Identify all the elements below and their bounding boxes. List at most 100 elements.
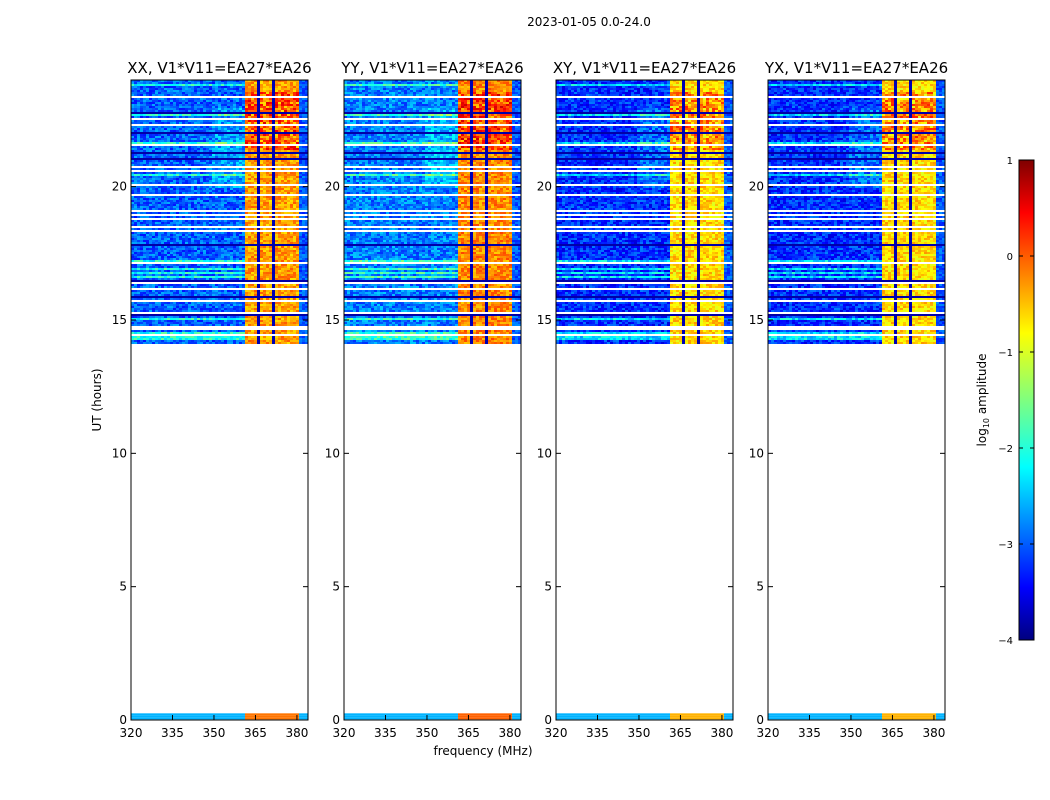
heatmap-cell	[218, 715, 221, 717]
heatmap-cell	[239, 100, 242, 102]
heatmap-cell	[272, 122, 275, 124]
heatmap-cell	[143, 134, 146, 136]
heatmap-cell	[173, 146, 176, 148]
heatmap-cell	[275, 136, 278, 138]
heatmap-cell	[302, 140, 305, 142]
heatmap-cell	[272, 84, 275, 86]
heatmap-cell	[239, 713, 242, 715]
heatmap-cell	[140, 90, 143, 92]
heatmap-cell	[167, 116, 170, 118]
heatmap-cell	[302, 146, 305, 148]
heatmap-cell	[287, 82, 290, 84]
heatmap-cell	[236, 132, 239, 134]
heatmap-cell	[251, 114, 254, 116]
heatmap-cell	[293, 100, 296, 102]
heatmap-cell	[164, 112, 167, 114]
heatmap-cell	[200, 126, 203, 128]
heatmap-cell	[260, 713, 263, 715]
heatmap-cell	[191, 120, 194, 122]
heatmap-cell	[227, 128, 230, 130]
heatmap-cell	[137, 120, 140, 122]
heatmap-cell	[224, 130, 227, 132]
heatmap-cell	[179, 148, 182, 150]
heatmap-cell	[224, 100, 227, 102]
heatmap-cell	[278, 94, 281, 96]
heatmap-cell	[230, 104, 233, 106]
heatmap-cell	[146, 717, 149, 719]
heatmap-cell	[293, 98, 296, 100]
heatmap-cell	[254, 88, 257, 90]
heatmap-cell	[170, 104, 173, 106]
heatmap-cell	[143, 98, 146, 100]
heatmap-cell	[146, 120, 149, 122]
heatmap-cell	[191, 146, 194, 148]
heatmap-cell	[260, 126, 263, 128]
heatmap-cell	[251, 104, 254, 106]
heatmap-cell	[200, 120, 203, 122]
heatmap-cell	[233, 126, 236, 128]
heatmap-cell	[197, 94, 200, 96]
heatmap-cell	[245, 138, 248, 140]
heatmap-cell	[275, 128, 278, 130]
heatmap-cell	[278, 717, 281, 719]
heatmap-cell	[146, 100, 149, 102]
heatmap-cell	[239, 136, 242, 138]
heatmap-cell	[140, 112, 143, 114]
heatmap-cell	[143, 116, 146, 118]
heatmap-cell	[185, 148, 188, 150]
heatmap-cell	[284, 715, 287, 717]
heatmap-cell	[137, 128, 140, 130]
heatmap-cell	[134, 120, 137, 122]
heatmap-cell	[134, 98, 137, 100]
heatmap-cell	[188, 108, 191, 110]
heatmap-cell	[203, 98, 206, 100]
heatmap-cell	[290, 140, 293, 142]
heatmap-cell	[188, 715, 191, 717]
heatmap-cell	[251, 84, 254, 86]
heatmap-cell	[134, 136, 137, 138]
heatmap-cell	[302, 713, 305, 715]
heatmap-cell	[290, 90, 293, 92]
heatmap-cell	[206, 713, 209, 715]
heatmap-cell	[143, 122, 146, 124]
heatmap-cell	[224, 713, 227, 715]
heatmap-cell	[248, 98, 251, 100]
heatmap-cell	[140, 98, 143, 100]
heatmap-cell	[143, 94, 146, 96]
heatmap-cell	[245, 134, 248, 136]
heatmap-cell	[242, 126, 245, 128]
heatmap-cell	[215, 122, 218, 124]
heatmap-cell	[143, 126, 146, 128]
heatmap-cell	[230, 84, 233, 86]
heatmap-cell	[161, 134, 164, 136]
heatmap-cell	[173, 132, 176, 134]
heatmap-cell	[278, 122, 281, 124]
heatmap-cell	[236, 148, 239, 150]
heatmap-cell	[254, 110, 257, 112]
heatmap-cell	[170, 142, 173, 144]
heatmap-cell	[167, 84, 170, 86]
heatmap-cell	[140, 120, 143, 122]
heatmap-cell	[170, 132, 173, 134]
heatmap-cell	[137, 717, 140, 719]
heatmap-cell	[194, 140, 197, 142]
heatmap-cell	[248, 134, 251, 136]
heatmap-cell	[245, 713, 248, 715]
heatmap-cell	[194, 142, 197, 144]
heatmap-cell	[152, 86, 155, 88]
heatmap-cell	[191, 138, 194, 140]
heatmap-cell	[146, 132, 149, 134]
heatmap-cell	[179, 128, 182, 130]
heatmap-cell	[290, 110, 293, 112]
heatmap-cell	[287, 116, 290, 118]
heatmap-cell	[284, 122, 287, 124]
heatmap-cell	[239, 106, 242, 108]
heatmap-cell	[200, 92, 203, 94]
heatmap-cell	[269, 122, 272, 124]
heatmap-cell	[224, 128, 227, 130]
heatmap-cell	[248, 86, 251, 88]
heatmap-cell	[224, 110, 227, 112]
heatmap-cell	[143, 713, 146, 715]
heatmap-cell	[269, 130, 272, 132]
heatmap-cell	[185, 94, 188, 96]
